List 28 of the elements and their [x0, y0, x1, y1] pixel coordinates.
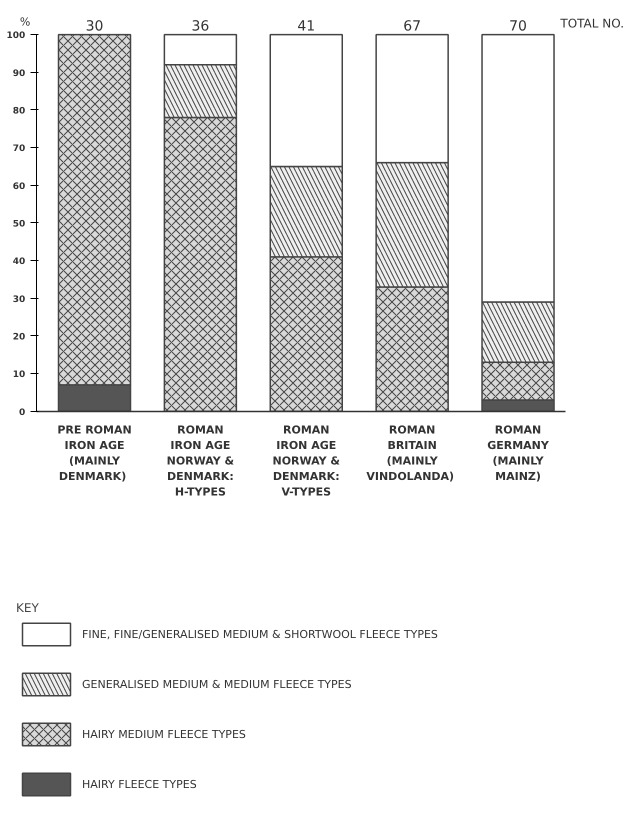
- y-tick-label: 0: [19, 408, 26, 418]
- y-tick-label: 90: [12, 68, 26, 79]
- y-tick-label: 100: [6, 31, 26, 42]
- legend-title: KEY: [16, 601, 40, 615]
- annotation: 41: [297, 18, 316, 35]
- legend-label: FINE, FINE/GENERALISED MEDIUM & SHORTWOOL FLEECE TYPES: [82, 628, 438, 640]
- y-tick-label: 80: [12, 106, 26, 116]
- y-axis-title: %: [20, 16, 30, 29]
- annotation: 67: [403, 18, 422, 35]
- x-tick-label: PRE ROMAN IRON AGE (MAINLY DENMARK): [57, 423, 132, 484]
- x-tick-label: ROMAN IRON AGE NORWAY & DENMARK: V-TYPES: [272, 423, 340, 499]
- y-tick-label: 40: [12, 257, 26, 268]
- text: TOTAL NO.: [559, 16, 624, 31]
- legend-label: HAIRY MEDIUM FLEECE TYPES: [82, 728, 246, 740]
- y-tick-label: 60: [12, 182, 26, 192]
- y-tick-label: 20: [12, 332, 26, 342]
- legend-label: GENERALISED MEDIUM & MEDIUM FLEECE TYPES: [82, 678, 352, 690]
- legend-label: HAIRY FLEECE TYPES: [82, 778, 197, 790]
- x-tick-label: ROMAN GERMANY (MAINLY MAINZ): [487, 423, 550, 484]
- annotation: 70: [509, 18, 527, 35]
- y-tick-label: 10: [12, 370, 26, 380]
- y-tick-label: 30: [12, 294, 26, 305]
- annotation: 30: [86, 18, 104, 35]
- y-tick-label: 70: [12, 144, 26, 154]
- x-tick-label: ROMAN BRITAIN (MAINLY VINDOLANDA): [366, 423, 454, 484]
- annotation: 36: [191, 18, 210, 35]
- x-tick-label: ROMAN IRON AGE NORWAY & DENMARK: H-TYPES: [166, 423, 235, 499]
- y-tick-label: 50: [12, 219, 26, 230]
